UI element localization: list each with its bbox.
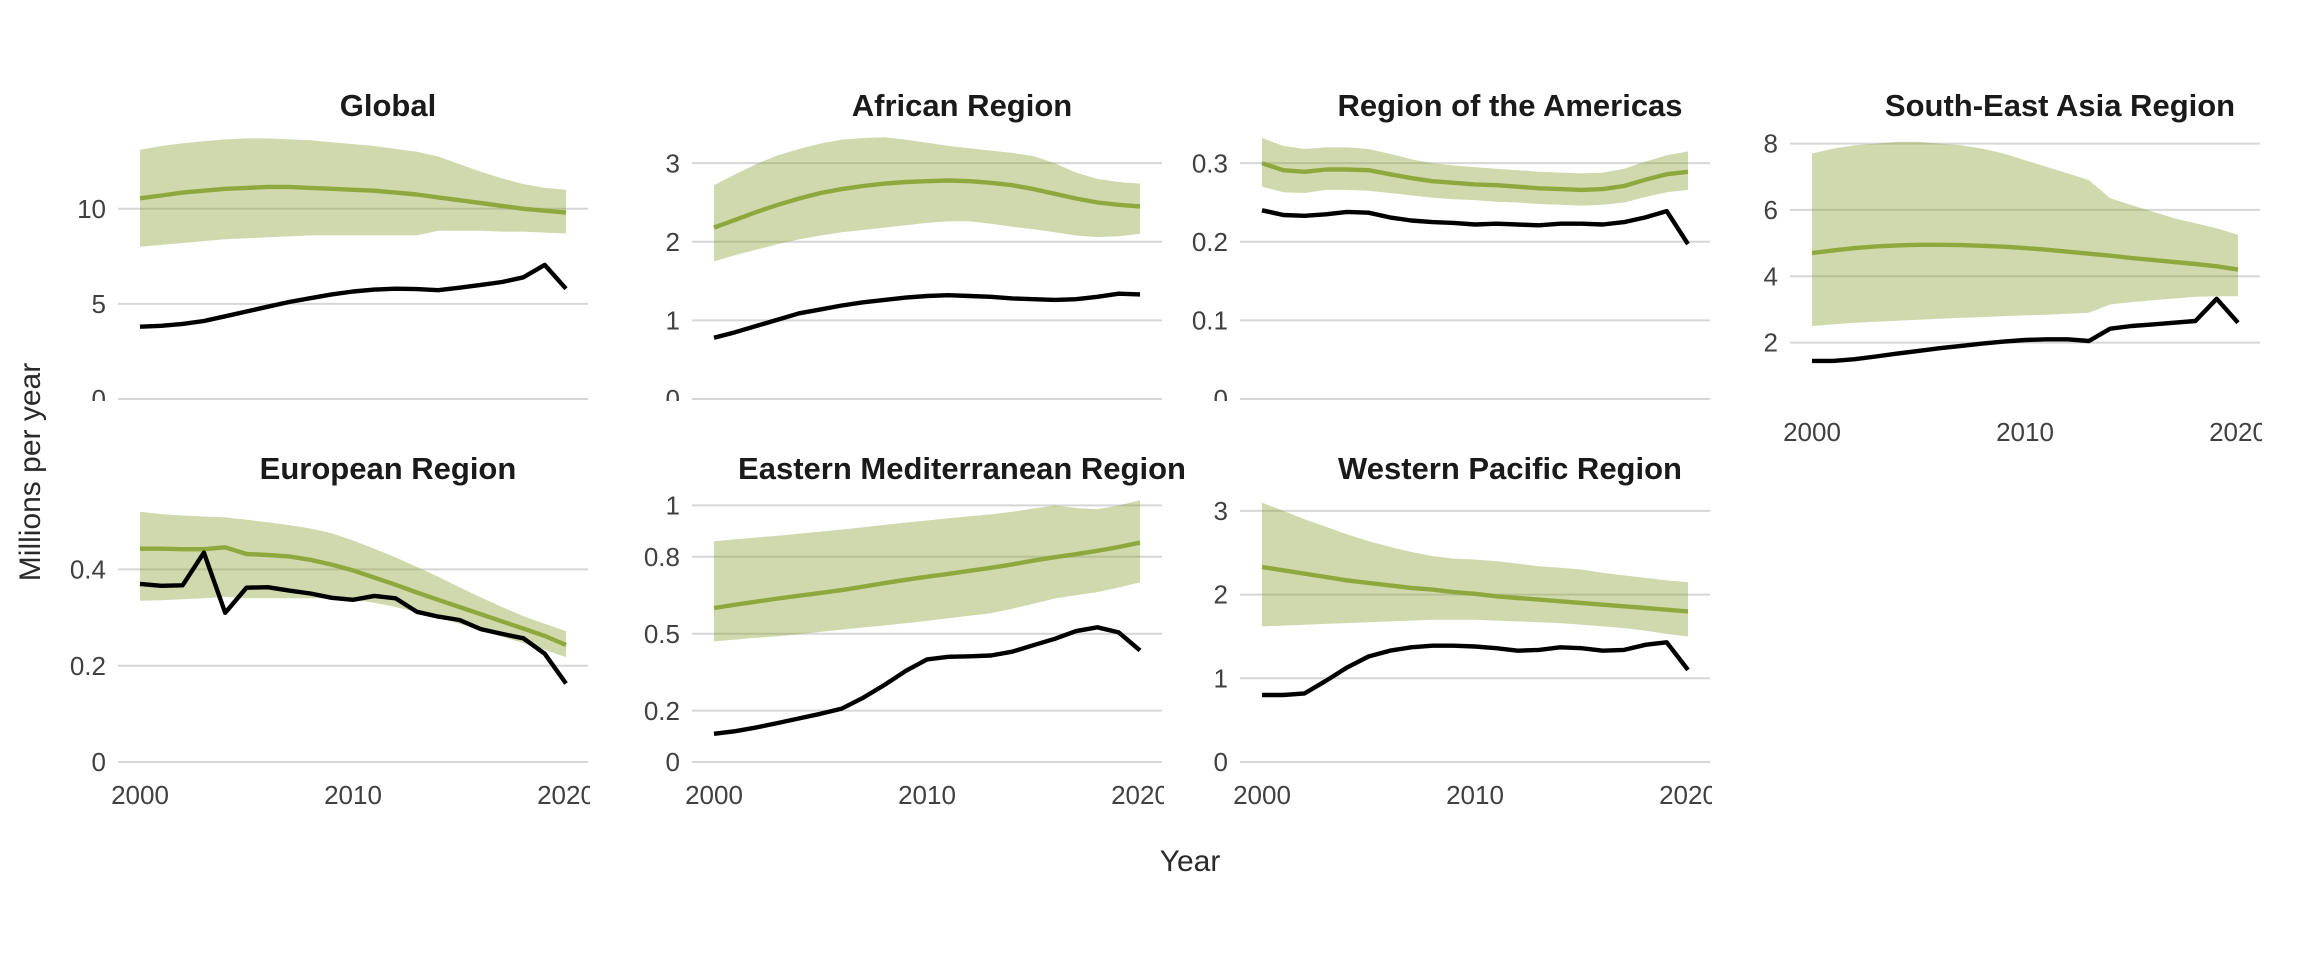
- svg-text:2020: 2020: [1659, 780, 1712, 810]
- panel-south-east-asia-region: South-East Asia Region 2 4 6 8 2000 2010 2020: [1722, 85, 2262, 462]
- plot-eastern-mediterranean-region: 0 0.2 0.5 0.8 1 2000 2010 2020: [644, 490, 1164, 810]
- svg-text:8: 8: [1764, 129, 1778, 159]
- svg-text:0.2: 0.2: [1192, 227, 1228, 257]
- svg-text:0.2: 0.2: [70, 651, 106, 681]
- panel-title-western-pacific-region: Western Pacific Region: [1338, 451, 1682, 486]
- plot-european-region: 0 0.2 0.4 2000 2010 2020: [70, 511, 590, 810]
- y-axis-title: Millions per year: [14, 362, 47, 582]
- svg-text:0.8: 0.8: [644, 542, 680, 572]
- svg-text:0.2: 0.2: [644, 696, 680, 726]
- svg-text:4: 4: [1764, 261, 1778, 291]
- svg-text:2020: 2020: [537, 780, 590, 810]
- svg-text:0.4: 0.4: [70, 555, 106, 585]
- svg-text:2010: 2010: [324, 780, 382, 810]
- svg-text:0.1: 0.1: [1192, 305, 1228, 335]
- plot-western-pacific-region: 0 1 2 3 2000 2010 2020: [1214, 496, 1712, 810]
- svg-text:2: 2: [1764, 328, 1778, 358]
- svg-text:2010: 2010: [1996, 417, 2054, 447]
- panel-title-european-region: European Region: [259, 451, 517, 486]
- panel-global: Global 0 5 10: [50, 85, 590, 401]
- svg-text:0: 0: [92, 747, 106, 777]
- svg-text:6: 6: [1764, 195, 1778, 225]
- plot-region-of-the-americas: 0 0.1 0.2 0.3: [1192, 138, 1710, 401]
- svg-text:1: 1: [1214, 663, 1228, 693]
- svg-text:2000: 2000: [111, 780, 169, 810]
- panel-european-region: European Region 0 0.2 0.4 2000 2010 2020: [50, 448, 590, 825]
- panel-title-eastern-mediterranean-region: Eastern Mediterranean Region: [738, 451, 1186, 486]
- svg-text:1: 1: [666, 305, 680, 335]
- plot-global: 0 5 10: [77, 138, 588, 401]
- panel-eastern-mediterranean-region: Eastern Mediterranean Region 0 0.2 0.5 0.8 1…: [624, 448, 1186, 825]
- svg-text:0.5: 0.5: [644, 619, 680, 649]
- plot-african-region: 0 1 2 3: [666, 137, 1162, 401]
- svg-text:5: 5: [92, 289, 106, 319]
- panel-title-south-east-asia-region: South-East Asia Region: [1884, 88, 2236, 123]
- svg-text:2020: 2020: [2209, 417, 2262, 447]
- svg-text:0.3: 0.3: [1192, 148, 1228, 178]
- panel-title-region-of-the-americas: Region of the Americas: [1337, 88, 1683, 123]
- svg-text:0: 0: [666, 747, 680, 777]
- svg-text:2000: 2000: [1783, 417, 1841, 447]
- panel-african-region: African Region 0 1 2 3: [624, 85, 1164, 401]
- svg-text:0: 0: [1214, 747, 1228, 777]
- svg-text:0: 0: [1214, 384, 1228, 401]
- panel-title-global: Global: [339, 88, 437, 123]
- svg-text:0: 0: [92, 384, 106, 401]
- panel-western-pacific-region: Western Pacific Region 0 1 2 3 2000 2010 2020: [1172, 448, 1712, 825]
- svg-text:2000: 2000: [1233, 780, 1291, 810]
- panel-title-african-region: African Region: [851, 88, 1073, 123]
- svg-text:2010: 2010: [1446, 780, 1504, 810]
- svg-text:3: 3: [1214, 496, 1228, 526]
- svg-text:2010: 2010: [898, 780, 956, 810]
- svg-text:0: 0: [666, 384, 680, 401]
- x-axis-title: Year: [1159, 845, 1221, 878]
- svg-text:2: 2: [666, 227, 680, 257]
- svg-text:10: 10: [77, 194, 106, 224]
- svg-text:2000: 2000: [685, 780, 743, 810]
- svg-text:2020: 2020: [1111, 780, 1164, 810]
- svg-text:1: 1: [666, 490, 680, 520]
- panel-region-of-the-americas: Region of the Americas 0 0.1 0.2 0.3: [1172, 85, 1712, 401]
- svg-text:3: 3: [666, 148, 680, 178]
- plot-south-east-asia-region: 2 4 6 8 2000 2010 2020: [1764, 129, 2262, 447]
- svg-text:2: 2: [1214, 580, 1228, 610]
